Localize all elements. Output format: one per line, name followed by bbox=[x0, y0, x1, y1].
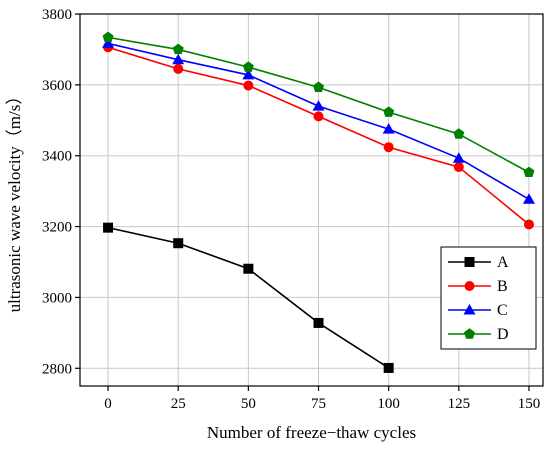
x-axis-title: Number of freeze−thaw cycles bbox=[207, 423, 416, 442]
plot-frame bbox=[79, 13, 544, 387]
legend-item-d: D bbox=[448, 326, 509, 343]
series-c-point bbox=[102, 37, 115, 48]
series-a-point bbox=[383, 362, 394, 373]
series-a-point bbox=[313, 317, 324, 328]
series-b-point bbox=[313, 111, 324, 122]
legend-item-b: B bbox=[448, 278, 508, 295]
x-tick-label: 150 bbox=[518, 396, 541, 412]
series-b-point bbox=[173, 63, 184, 74]
series-b-point bbox=[383, 142, 394, 153]
legend-box bbox=[440, 246, 537, 350]
legend-label-d: D bbox=[497, 326, 509, 343]
legend-label-b: B bbox=[497, 278, 508, 295]
series-a-point bbox=[103, 222, 114, 233]
legend-item-a: A bbox=[448, 254, 509, 271]
legend-marker-b bbox=[464, 281, 475, 291]
series-d-point bbox=[523, 166, 535, 178]
series-c bbox=[102, 37, 535, 204]
x-tick-label: 100 bbox=[377, 396, 400, 412]
y-tick-label: 3800 bbox=[42, 7, 72, 23]
x-tick-label: 25 bbox=[171, 396, 186, 412]
series-b-point bbox=[453, 162, 464, 173]
y-tick-label: 3200 bbox=[42, 220, 72, 236]
x-tick-label: 50 bbox=[241, 396, 256, 412]
series-b-point bbox=[523, 219, 534, 230]
series-d-point bbox=[172, 43, 184, 55]
y-axis-title: ultrasonic wave velocity（m/s） bbox=[5, 88, 24, 313]
y-tick-label: 3600 bbox=[42, 78, 72, 94]
series-c-point bbox=[382, 123, 395, 134]
series-a bbox=[103, 222, 394, 373]
series-d-point bbox=[313, 81, 325, 93]
x-tick-label: 75 bbox=[311, 396, 326, 412]
series-layer bbox=[102, 31, 535, 373]
series-d-point bbox=[242, 61, 254, 72]
series-c-point bbox=[522, 193, 535, 204]
series-d bbox=[102, 31, 535, 178]
series-d-point bbox=[383, 106, 395, 117]
legend-marker-a bbox=[464, 257, 475, 267]
series-b-point bbox=[243, 80, 254, 91]
series-c-point bbox=[312, 100, 325, 111]
series-d-point bbox=[102, 31, 114, 43]
legend-item-c: C bbox=[448, 302, 508, 319]
legend-marker-d bbox=[463, 328, 476, 339]
y-tick-label: 2800 bbox=[42, 361, 72, 377]
series-c-point bbox=[452, 152, 465, 163]
ticks: 0 25 50 75 100 125 150 2800 3000 3200 3400 3600 3800 bbox=[42, 7, 540, 412]
x-tick-label: 0 bbox=[104, 396, 112, 412]
series-c-point bbox=[242, 68, 255, 80]
series-d-point bbox=[453, 128, 465, 139]
legend-label-a: A bbox=[497, 254, 509, 271]
legend-marker-c bbox=[463, 304, 476, 315]
series-c-point bbox=[172, 53, 185, 65]
series-a-point bbox=[173, 238, 184, 249]
y-tick-label: 3400 bbox=[42, 149, 72, 165]
y-tick-label: 3000 bbox=[42, 290, 72, 306]
legend-label-c: C bbox=[497, 302, 508, 319]
x-tick-label: 125 bbox=[448, 396, 471, 412]
series-a-point bbox=[243, 263, 254, 274]
